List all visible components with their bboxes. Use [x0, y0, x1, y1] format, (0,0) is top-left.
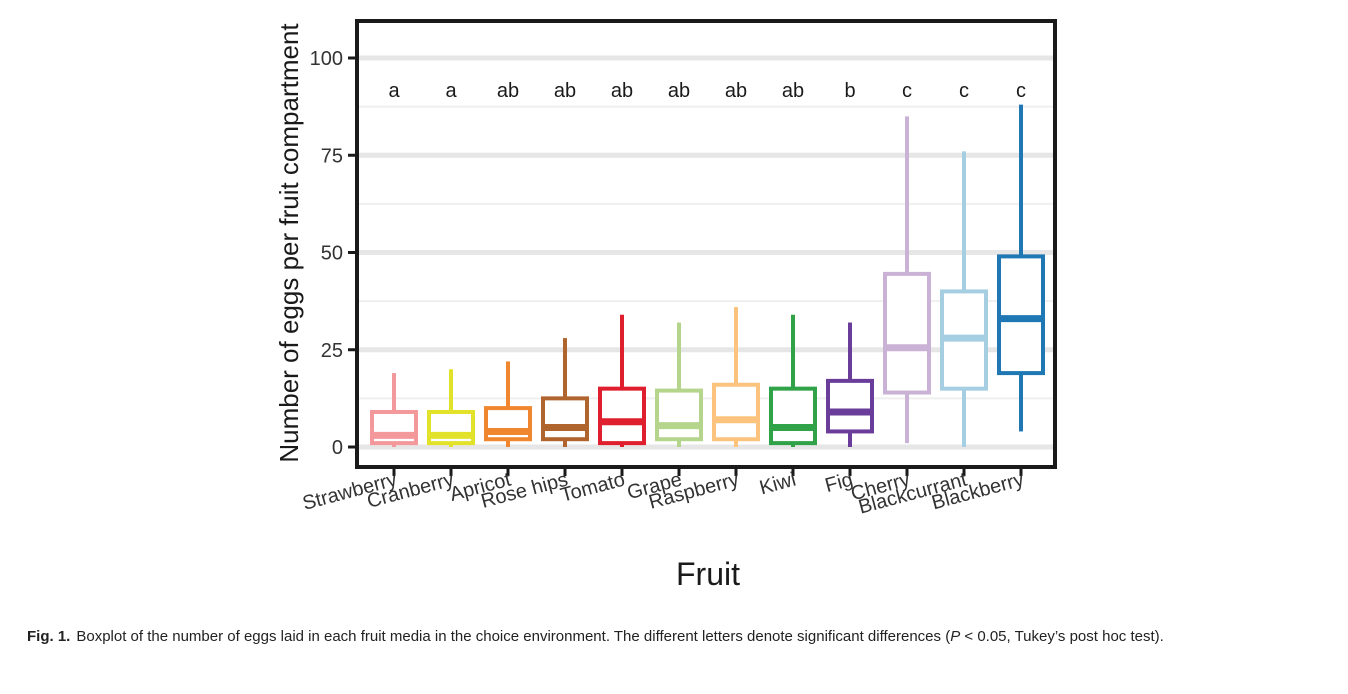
- iqr-box: [883, 271, 931, 395]
- significance-letter: ab: [725, 80, 747, 102]
- y-tick-label: 50: [321, 243, 343, 265]
- box-raspberry: [712, 306, 760, 447]
- iqr-box: [541, 396, 589, 442]
- y-axis-label: Number of eggs per fruit compartment: [274, 23, 304, 463]
- box-apricot: [484, 361, 532, 447]
- caption-p-symbol: P: [950, 628, 961, 645]
- box-kiwi: [769, 314, 817, 447]
- y-tick-label: 75: [321, 145, 343, 167]
- figure-caption: Fig. 1. Boxplot of the number of eggs lai…: [27, 624, 1327, 649]
- significance-letter: ab: [611, 80, 633, 102]
- x-tick-label: Kiwi: [757, 469, 798, 500]
- iqr-box: [997, 254, 1045, 376]
- significance-letter: b: [844, 80, 855, 102]
- grid-lines: [359, 55, 1053, 450]
- box-tomato: [598, 314, 646, 447]
- iqr-box: [655, 388, 703, 442]
- significance-letter: c: [959, 80, 969, 102]
- significance-letter: ab: [668, 80, 690, 102]
- y-tick-label: 25: [321, 340, 343, 362]
- iqr-box: [826, 378, 874, 434]
- caption-label: Fig. 1.: [27, 628, 71, 645]
- box-cranberry: [427, 369, 475, 447]
- caption-text: Boxplot of the number of eggs laid in ea…: [76, 628, 951, 645]
- y-axis-ticks: 0 25 50 75 100: [310, 48, 356, 459]
- iqr-box: [598, 386, 646, 446]
- box-fig: [826, 322, 874, 447]
- boxplot-chart: a a ab ab ab ab ab ab b c c c 0 25 50 75 100 Strawberry…: [274, 19, 1057, 592]
- significance-letter: c: [902, 80, 912, 102]
- box-grape: [655, 322, 703, 447]
- significance-letter: ab: [497, 80, 519, 102]
- x-axis-label: Fruit: [676, 556, 740, 592]
- significance-letters: a a ab ab ab ab ab ab b c c c: [388, 80, 1026, 102]
- significance-letter: ab: [554, 80, 576, 102]
- plot-panel-border: [355, 19, 1057, 469]
- box-rose-hips: [541, 338, 589, 447]
- iqr-box: [769, 386, 817, 446]
- significance-letter: c: [1016, 80, 1026, 102]
- significance-letter: a: [388, 80, 400, 102]
- box-cherry: [883, 116, 931, 444]
- significance-letter: a: [445, 80, 457, 102]
- significance-letter: ab: [782, 80, 804, 102]
- y-tick-label: 100: [310, 48, 343, 70]
- box-blackcurrant: [940, 151, 988, 447]
- iqr-box: [712, 382, 760, 442]
- x-tick-label: Tomato: [558, 469, 627, 507]
- y-tick-label: 0: [332, 437, 343, 459]
- caption-tail: < 0.05, Tukey’s post hoc test).: [960, 628, 1164, 645]
- box-strawberry: [370, 373, 418, 447]
- boxes: [370, 104, 1045, 447]
- box-blackberry: [997, 104, 1045, 432]
